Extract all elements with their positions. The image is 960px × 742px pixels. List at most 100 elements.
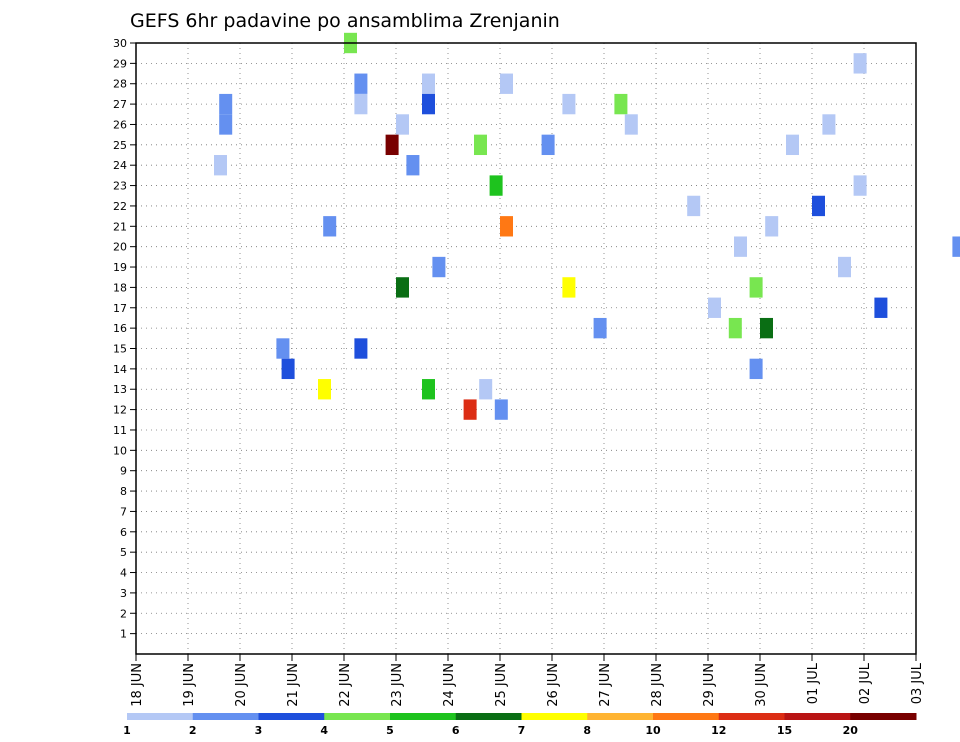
data-cell [219, 114, 233, 135]
data-cell [786, 134, 799, 156]
x-tick-label: 18 JUN [130, 663, 145, 707]
x-tick-label: 19 JUN [182, 663, 197, 707]
data-cell [276, 338, 290, 359]
data-cell [760, 317, 773, 339]
data-cell [853, 53, 867, 74]
colorbar-label: 3 [255, 724, 263, 737]
y-tick-label: 27 [113, 98, 127, 111]
y-tick-label: 29 [113, 57, 127, 70]
data-cells [214, 32, 960, 420]
data-cell [593, 317, 607, 339]
data-cell [422, 379, 435, 400]
colorbar-label: 15 [777, 724, 792, 737]
colorbar-swatch [258, 713, 325, 720]
data-cell [749, 277, 763, 298]
data-cell [396, 114, 409, 135]
y-tick-label: 6 [120, 526, 127, 539]
y-tick-label: 15 [113, 343, 127, 356]
data-cell [463, 399, 477, 420]
y-tick-label: 7 [120, 505, 127, 518]
colorbar-label: 5 [386, 724, 394, 737]
x-tick-label: 26 JUN [546, 663, 561, 707]
data-cell [874, 297, 888, 318]
data-cell [281, 358, 295, 380]
x-tick-label: 02 JUL [858, 662, 873, 704]
y-tick-label: 23 [113, 180, 127, 193]
data-cell [562, 93, 576, 115]
y-axis: 1234567891011121314151617181920212223242… [113, 37, 136, 641]
colorbar-swatch [192, 713, 259, 720]
colorbar-label: 7 [518, 724, 526, 737]
colorbar-swatch [718, 713, 785, 720]
y-tick-label: 14 [113, 363, 127, 376]
y-tick-label: 26 [113, 118, 127, 131]
x-tick-label: 01 JUL [806, 662, 821, 704]
data-cell [385, 134, 399, 156]
y-tick-label: 3 [120, 587, 127, 600]
x-tick-label: 30 JUN [754, 663, 769, 707]
data-cell [614, 93, 628, 115]
data-cell [422, 93, 435, 115]
x-tick-label: 27 JUN [598, 663, 613, 707]
colorbar-swatch [324, 713, 391, 720]
colorbar: 1 2 3 4 5 6 7 8 10 12 15 20 [123, 713, 917, 737]
y-tick-label: 12 [113, 404, 127, 417]
data-cell [406, 155, 420, 176]
chart-title: GEFS 6hr padavine po ansamblima Zrenjani… [130, 10, 560, 32]
data-cell [474, 134, 487, 156]
data-cell [728, 317, 742, 339]
data-cell [354, 338, 368, 359]
x-tick-label: 20 JUN [234, 663, 249, 707]
x-tick-label: 25 JUN [494, 663, 509, 707]
data-cell [354, 73, 368, 94]
colorbar-label: 6 [452, 724, 460, 737]
data-cell [853, 175, 867, 196]
colorbar-label: 12 [711, 724, 726, 737]
colorbar-label: 4 [320, 724, 328, 737]
colorbar-label: 8 [583, 724, 591, 737]
data-cell [952, 236, 960, 257]
colorbar-label: 1 [123, 724, 131, 737]
x-axis: 18 JUN 19 JUN 20 JUN 21 JUN 22 JUN 23 JUN 24 J… [130, 654, 925, 707]
colorbar-swatch [127, 713, 194, 720]
colorbar-swatch [455, 713, 522, 720]
data-cell [500, 216, 513, 237]
y-tick-label: 5 [120, 546, 127, 559]
colorbar-swatch [850, 713, 917, 720]
data-cell [624, 114, 638, 135]
colorbar-swatch [390, 713, 457, 720]
colorbar-swatch [587, 713, 654, 720]
y-tick-label: 13 [113, 383, 127, 396]
colorbar-label: 2 [189, 724, 197, 737]
data-cell [219, 93, 233, 115]
data-cell [479, 379, 493, 400]
y-tick-label: 21 [113, 220, 127, 233]
y-tick-label: 28 [113, 78, 127, 91]
y-tick-label: 16 [113, 322, 127, 335]
y-tick-label: 1 [120, 628, 127, 641]
colorbar-swatch [653, 713, 720, 720]
data-cell [396, 277, 409, 298]
data-cell [500, 73, 513, 94]
x-tick-label: 21 JUN [286, 663, 301, 707]
colorbar-label: 20 [843, 724, 859, 737]
data-cell [749, 358, 763, 380]
grid [136, 42, 916, 654]
data-cell [318, 379, 331, 400]
data-cell [541, 134, 555, 156]
y-tick-label: 4 [120, 567, 127, 580]
y-tick-label: 22 [113, 200, 127, 213]
y-tick-label: 11 [113, 424, 127, 437]
data-cell [822, 114, 836, 135]
data-cell [765, 216, 779, 237]
y-tick-label: 2 [120, 607, 127, 620]
y-tick-label: 8 [120, 485, 127, 498]
y-tick-label: 30 [113, 37, 127, 50]
y-tick-label: 24 [113, 159, 127, 172]
data-cell [494, 399, 508, 420]
y-tick-label: 9 [120, 465, 127, 478]
x-tick-label: 03 JUL [910, 662, 925, 704]
y-tick-label: 18 [113, 281, 127, 294]
colorbar-label: 10 [645, 724, 661, 737]
